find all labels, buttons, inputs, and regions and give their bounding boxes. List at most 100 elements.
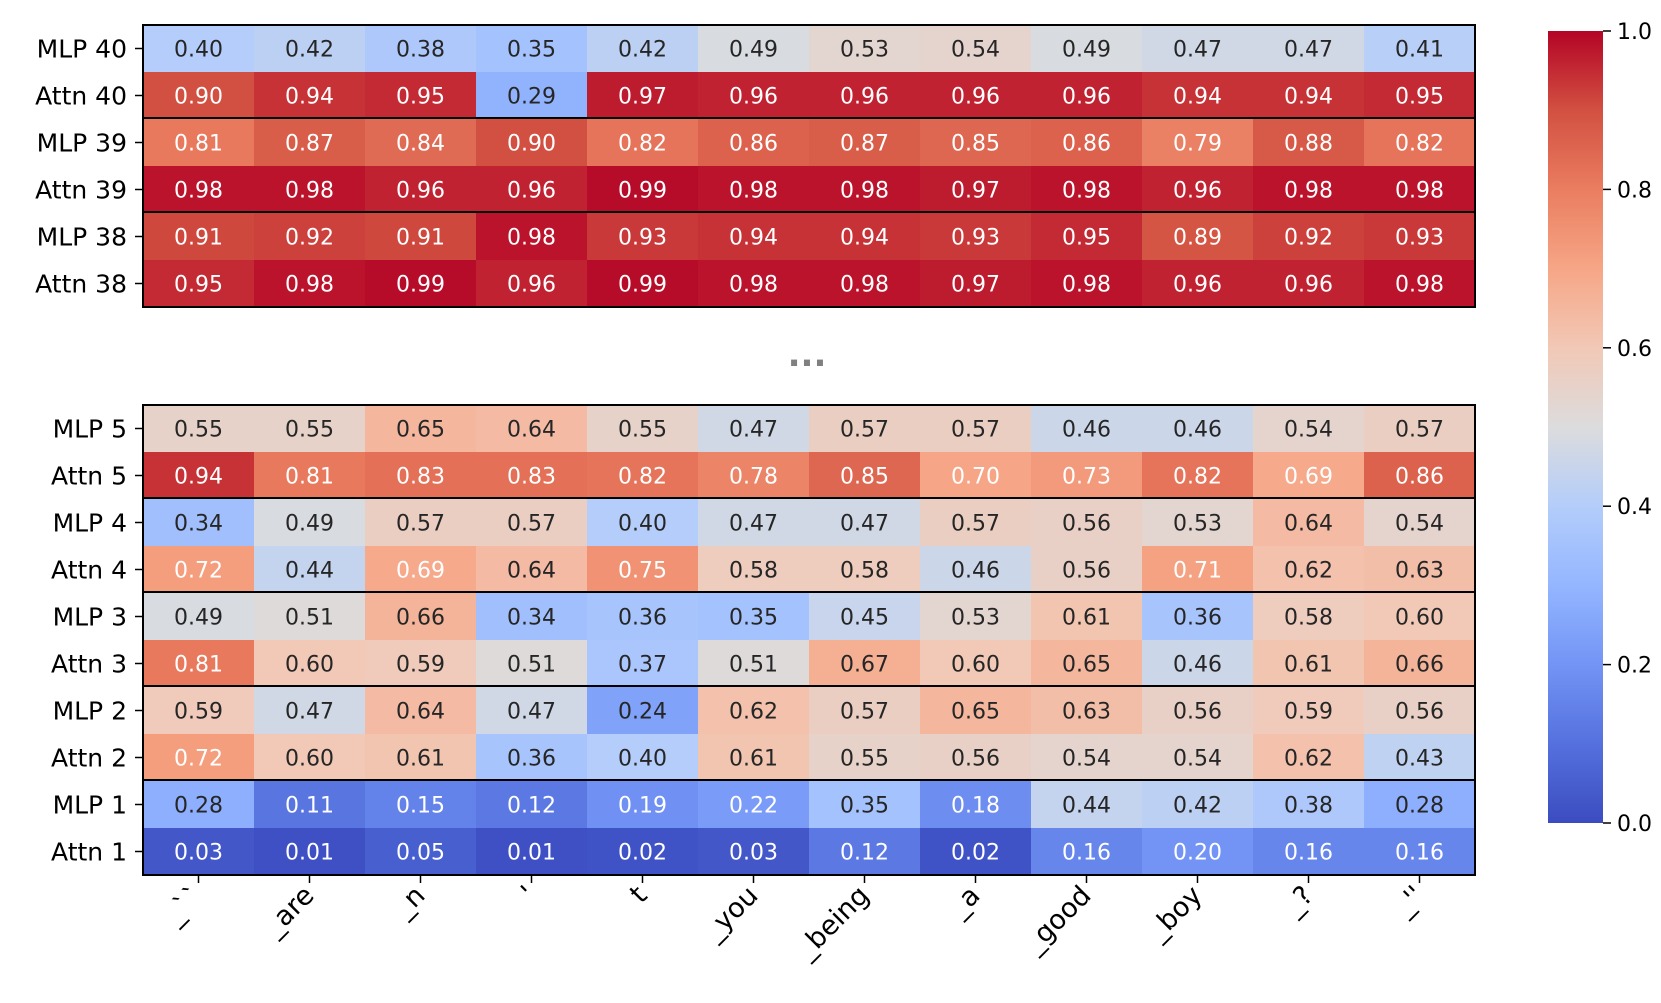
heatmap-cell [143, 166, 255, 214]
cell-value-label: 0.94 [1284, 85, 1333, 110]
heatmap-cell [143, 452, 255, 500]
heatmap-cell [1031, 260, 1143, 308]
heatmap-cell [1253, 828, 1365, 876]
cell-value-label: 0.92 [1284, 226, 1333, 251]
heatmap-cell [1364, 734, 1476, 782]
cell-value-label: 0.95 [396, 85, 445, 110]
heatmap-cell [1253, 260, 1365, 308]
cell-value-label: 0.61 [1284, 653, 1333, 678]
cell-value-label: 0.40 [618, 512, 667, 537]
cell-value-label: 0.56 [951, 747, 1000, 772]
heatmap-cell [920, 734, 1032, 782]
heatmap-cell [254, 25, 366, 73]
heatmap-cell [143, 687, 255, 735]
heatmap-cell [476, 781, 588, 829]
cell-value-label: 0.66 [396, 606, 445, 631]
cell-value-label: 0.64 [507, 418, 556, 443]
cell-value-label: 0.60 [951, 653, 1000, 678]
heatmap-cell [1031, 405, 1143, 453]
cell-value-label: 0.38 [396, 38, 445, 63]
heatmap-cell [920, 687, 1032, 735]
cell-value-label: 0.03 [729, 841, 778, 866]
cell-value-label: 0.54 [951, 38, 1000, 63]
heatmap-cell [254, 213, 366, 261]
heatmap-cell [143, 260, 255, 308]
heatmap-cell [1364, 119, 1476, 167]
heatmap-cell [1031, 25, 1143, 73]
heatmap-cell [698, 213, 810, 261]
heatmap-cell [1142, 72, 1254, 120]
heatmap-cell [809, 452, 921, 500]
cell-value-label: 0.42 [618, 38, 667, 63]
heatmap-cell [1142, 546, 1254, 594]
cell-value-label: 0.67 [840, 653, 889, 678]
heatmap-cell [1142, 119, 1254, 167]
heatmap-cell [920, 593, 1032, 641]
heatmap-cell [1253, 640, 1365, 688]
cell-value-label: 0.35 [729, 606, 778, 631]
colorbar-gradient [1548, 31, 1603, 823]
row-label: MLP 40 [37, 35, 127, 64]
heatmap-cell [1031, 640, 1143, 688]
cell-value-label: 0.98 [285, 273, 334, 298]
cell-value-label: 0.46 [1173, 418, 1222, 443]
heatmap-cell [365, 499, 477, 547]
cell-value-label: 0.36 [507, 747, 556, 772]
cell-value-label: 0.40 [174, 38, 223, 63]
heatmap-cell [920, 546, 1032, 594]
row-label: MLP 1 [53, 791, 127, 820]
heatmap-cell [698, 499, 810, 547]
row-label: Attn 5 [51, 462, 127, 491]
cell-value-label: 0.69 [1284, 465, 1333, 490]
heatmap-cell [1031, 546, 1143, 594]
heatmap-cell [143, 781, 255, 829]
heatmap-cell [1031, 593, 1143, 641]
heatmap-cell [1364, 405, 1476, 453]
heatmap-cell [1364, 166, 1476, 214]
heatmap-cell [809, 499, 921, 547]
heatmap-cell [920, 452, 1032, 500]
cell-value-label: 0.43 [1395, 747, 1444, 772]
heatmap-cell [1142, 828, 1254, 876]
heatmap-cell [920, 781, 1032, 829]
heatmap-cell [1031, 72, 1143, 120]
x-tick-label: _good [1018, 880, 1098, 960]
cell-value-label: 0.47 [285, 700, 334, 725]
heatmap-cell [698, 405, 810, 453]
cell-value-label: 0.35 [507, 38, 556, 63]
heatmap-cell [476, 405, 588, 453]
cell-value-label: 0.90 [174, 85, 223, 110]
heatmap-cell [476, 119, 588, 167]
cell-value-label: 0.56 [1062, 512, 1111, 537]
cell-value-label: 0.96 [729, 85, 778, 110]
cell-value-label: 0.46 [1173, 653, 1222, 678]
cell-value-label: 0.72 [174, 747, 223, 772]
heatmap-cell [587, 499, 699, 547]
cell-value-label: 0.58 [1284, 606, 1333, 631]
cell-value-label: 0.55 [840, 747, 889, 772]
cell-value-label: 0.63 [1395, 559, 1444, 584]
cell-value-label: 0.16 [1284, 841, 1333, 866]
cell-value-label: 0.34 [507, 606, 556, 631]
cell-value-label: 0.94 [1173, 85, 1222, 110]
heatmap-cell [587, 72, 699, 120]
heatmap-cell [587, 593, 699, 641]
cell-value-label: 0.64 [507, 559, 556, 584]
heatmap-cell [143, 640, 255, 688]
cell-value-label: 0.59 [396, 653, 445, 678]
heatmap-cell [809, 25, 921, 73]
row-label: Attn 1 [51, 838, 127, 867]
cell-value-label: 0.12 [507, 794, 556, 819]
cell-value-label: 0.88 [1284, 132, 1333, 157]
x-tick-label: _'' [1388, 880, 1431, 923]
heatmap-cell [476, 213, 588, 261]
cell-value-label: 0.51 [507, 653, 556, 678]
cell-value-label: 0.86 [1062, 132, 1111, 157]
heatmap-cell [254, 828, 366, 876]
cell-value-label: 0.98 [1062, 273, 1111, 298]
heatmap-cell [1031, 781, 1143, 829]
heatmap-cell [1364, 593, 1476, 641]
heatmap-cell [254, 452, 366, 500]
heatmap-cell [809, 734, 921, 782]
heatmap-cell [920, 72, 1032, 120]
